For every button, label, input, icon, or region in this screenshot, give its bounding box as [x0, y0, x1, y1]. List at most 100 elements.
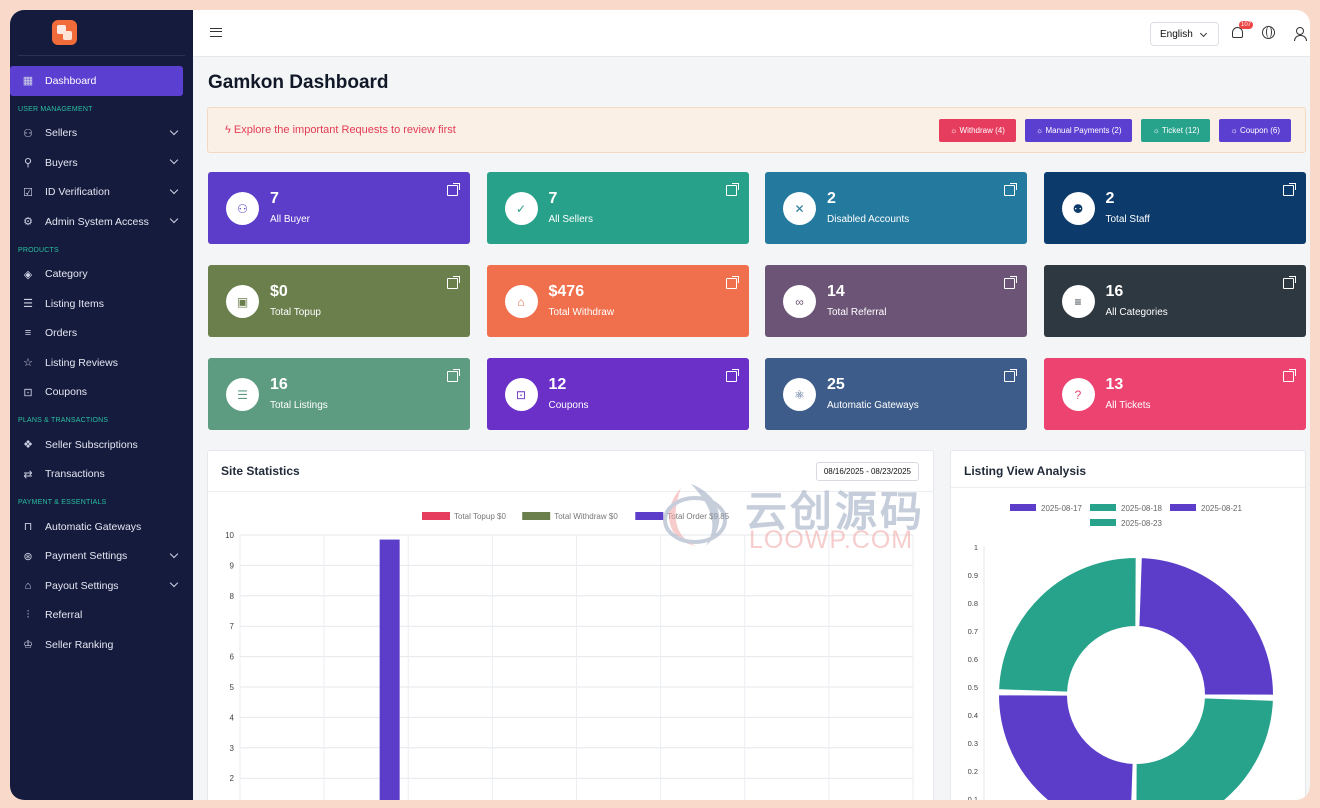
- sidebar-section-label: PAYMENT & ESSENTIALS: [18, 499, 107, 506]
- alert-button-coupon[interactable]: ☼ Coupon (6): [1219, 119, 1291, 142]
- external-link-icon[interactable]: [1004, 183, 1017, 196]
- stat-card-total-withdraw[interactable]: ⌂ $476 Total Withdraw: [486, 265, 749, 337]
- sidebar-item-coupons[interactable]: ⊡ Coupons: [10, 378, 193, 408]
- stat-card-total-referral[interactable]: ∞ 14 Total Referral: [765, 265, 1027, 337]
- external-link-icon[interactable]: [1004, 276, 1017, 289]
- stat-card-all-categories[interactable]: ≡ 16 All Categories: [1043, 265, 1306, 337]
- sun-icon: ☼: [1230, 126, 1240, 135]
- chevron-down-icon: [169, 549, 179, 558]
- stat-card-automatic-gateways[interactable]: ⚛ 25 Automatic Gateways: [765, 358, 1027, 430]
- external-link-icon[interactable]: [725, 183, 739, 196]
- sidebar-item-label: Payout Settings: [45, 579, 119, 592]
- sidebar-item-orders[interactable]: ≡ Orders: [10, 319, 193, 349]
- external-link-icon[interactable]: [1004, 369, 1017, 382]
- radial-tick-label: 0.3: [968, 739, 978, 748]
- stat-card-all-sellers[interactable]: ✓ 7 All Sellers: [486, 172, 749, 244]
- diamond-icon: ◈: [23, 268, 33, 281]
- sidebar-item-transactions[interactable]: ⇄ Transactions: [10, 460, 193, 490]
- sidebar-item-category[interactable]: ◈ Category: [10, 260, 193, 290]
- alert-button-manual-payments[interactable]: ☼ Manual Payments (2): [1024, 119, 1133, 142]
- sidebar-item-seller-subscriptions[interactable]: ❖ Seller Subscriptions: [10, 430, 193, 460]
- stat-label: Disabled Accounts: [827, 214, 910, 225]
- ranking-icon: ♔: [23, 639, 33, 652]
- stat-value: 2: [827, 190, 836, 207]
- user-check-icon: ✓: [504, 192, 538, 225]
- user-cog-icon: ⚙: [23, 216, 33, 229]
- sidebar-item-seller-ranking[interactable]: ♔ Seller Ranking: [10, 630, 193, 660]
- stat-value: 16: [1105, 283, 1124, 300]
- stat-card-all-buyer[interactable]: ⚇ 7 All Buyer: [208, 172, 470, 244]
- gift-icon: ⊡: [23, 386, 33, 399]
- stat-value: $476: [548, 283, 585, 300]
- sidebar-item-dashboard[interactable]: ▦ Dashboard: [10, 66, 183, 96]
- external-link-icon[interactable]: [447, 183, 460, 196]
- stat-card-total-listings[interactable]: ☰ 16 Total Listings: [208, 358, 470, 430]
- sidebar-item-label: Payment Settings: [45, 550, 128, 563]
- app-logo[interactable]: [52, 20, 77, 45]
- date-range-picker[interactable]: 08/16/2025 - 08/23/2025: [815, 462, 919, 481]
- sidebar-item-payout-settings[interactable]: ⌂ Payout Settings: [10, 571, 193, 601]
- lightning-icon: ϟ: [225, 124, 234, 136]
- sidebar-item-listing-reviews[interactable]: ☆ Listing Reviews: [10, 348, 193, 378]
- user-x-icon: ✕: [783, 192, 816, 225]
- stat-label: All Categories: [1105, 307, 1168, 318]
- stat-label: Total Topup: [270, 307, 321, 318]
- radial-tick-label: 0.2: [968, 767, 978, 776]
- y-tick-label: 9: [230, 561, 235, 570]
- bell-icon[interactable]: [1232, 27, 1243, 38]
- stat-card-total-topup[interactable]: ▣ $0 Total Topup: [208, 265, 470, 337]
- legend-swatch: [635, 512, 664, 520]
- stat-value: 13: [1105, 376, 1124, 393]
- legend-swatch: [1170, 504, 1196, 511]
- stat-value: 2: [1105, 190, 1115, 207]
- sidebar-item-listing-items[interactable]: ☰ Listing Items: [10, 289, 193, 319]
- sidebar-item-sellers[interactable]: ⚇ Sellers: [10, 119, 193, 149]
- external-link-icon[interactable]: [725, 276, 739, 289]
- alert-button-label: Ticket (12): [1161, 126, 1200, 135]
- stat-card-coupons[interactable]: ⊡ 12 Coupons: [486, 358, 749, 430]
- sidebar-item-payment-settings[interactable]: ⊛ Payment Settings: [10, 542, 193, 572]
- external-link-icon[interactable]: [1282, 369, 1296, 382]
- external-link-icon[interactable]: [447, 276, 460, 289]
- y-tick-label: 5: [230, 683, 235, 692]
- user-icon: ⚲: [23, 157, 33, 170]
- sidebar-item-label: Coupons: [45, 386, 88, 399]
- sidebar-item-label: Listing Items: [45, 297, 104, 310]
- sidebar-item-admin-system-access[interactable]: ⚙ Admin System Access: [10, 207, 193, 237]
- user-icon[interactable]: [1294, 27, 1307, 41]
- stat-label: All Sellers: [548, 214, 593, 225]
- alert-button-withdraw[interactable]: ☼ Withdraw (4): [938, 119, 1016, 142]
- radial-tick-label: 1: [974, 543, 978, 552]
- alert-button-ticket[interactable]: ☼ Ticket (12): [1141, 119, 1211, 142]
- stat-card-all-tickets[interactable]: ? 13 All Tickets: [1043, 358, 1306, 430]
- wallet-icon: ▣: [226, 285, 259, 318]
- sidebar-item-label: Listing Reviews: [45, 356, 118, 369]
- external-link-icon[interactable]: [1282, 183, 1296, 196]
- sidebar-item-id-verification[interactable]: ☑ ID Verification: [10, 178, 193, 208]
- sidebar-item-referral[interactable]: ⫶ Referral: [10, 601, 193, 631]
- y-tick-label: 10: [225, 531, 234, 540]
- external-link-icon[interactable]: [725, 369, 739, 382]
- stat-value: 16: [270, 376, 288, 393]
- y-tick-label: 4: [230, 713, 235, 722]
- stat-label: Total Staff: [1105, 214, 1150, 225]
- star-icon: ☆: [23, 357, 33, 370]
- y-tick-label: 8: [230, 592, 235, 601]
- sidebar-item-buyers[interactable]: ⚲ Buyers: [10, 148, 193, 178]
- menu-toggle-icon[interactable]: [210, 28, 222, 37]
- stat-label: Coupons: [548, 400, 589, 411]
- language-select[interactable]: English: [1150, 22, 1219, 46]
- external-link-icon[interactable]: [1282, 276, 1296, 289]
- stat-card-total-staff[interactable]: ⚉ 2 Total Staff: [1043, 172, 1306, 244]
- sidebar-item-label: Sellers: [45, 127, 78, 140]
- legend-swatch: [522, 512, 551, 520]
- sidebar-item-automatic-gateways[interactable]: ⊓ Automatic Gateways: [10, 512, 193, 542]
- sidebar-item-label: Transactions: [45, 468, 105, 481]
- legend-label: Total Topup $0: [454, 512, 506, 521]
- globe-icon[interactable]: [1262, 26, 1275, 39]
- radial-tick-label: 0.8: [968, 599, 978, 608]
- external-link-icon[interactable]: [447, 369, 460, 382]
- doughnut-slice: [997, 556, 1138, 694]
- notification-badge: 107: [1239, 21, 1254, 29]
- stat-card-disabled-accounts[interactable]: ✕ 2 Disabled Accounts: [765, 172, 1027, 244]
